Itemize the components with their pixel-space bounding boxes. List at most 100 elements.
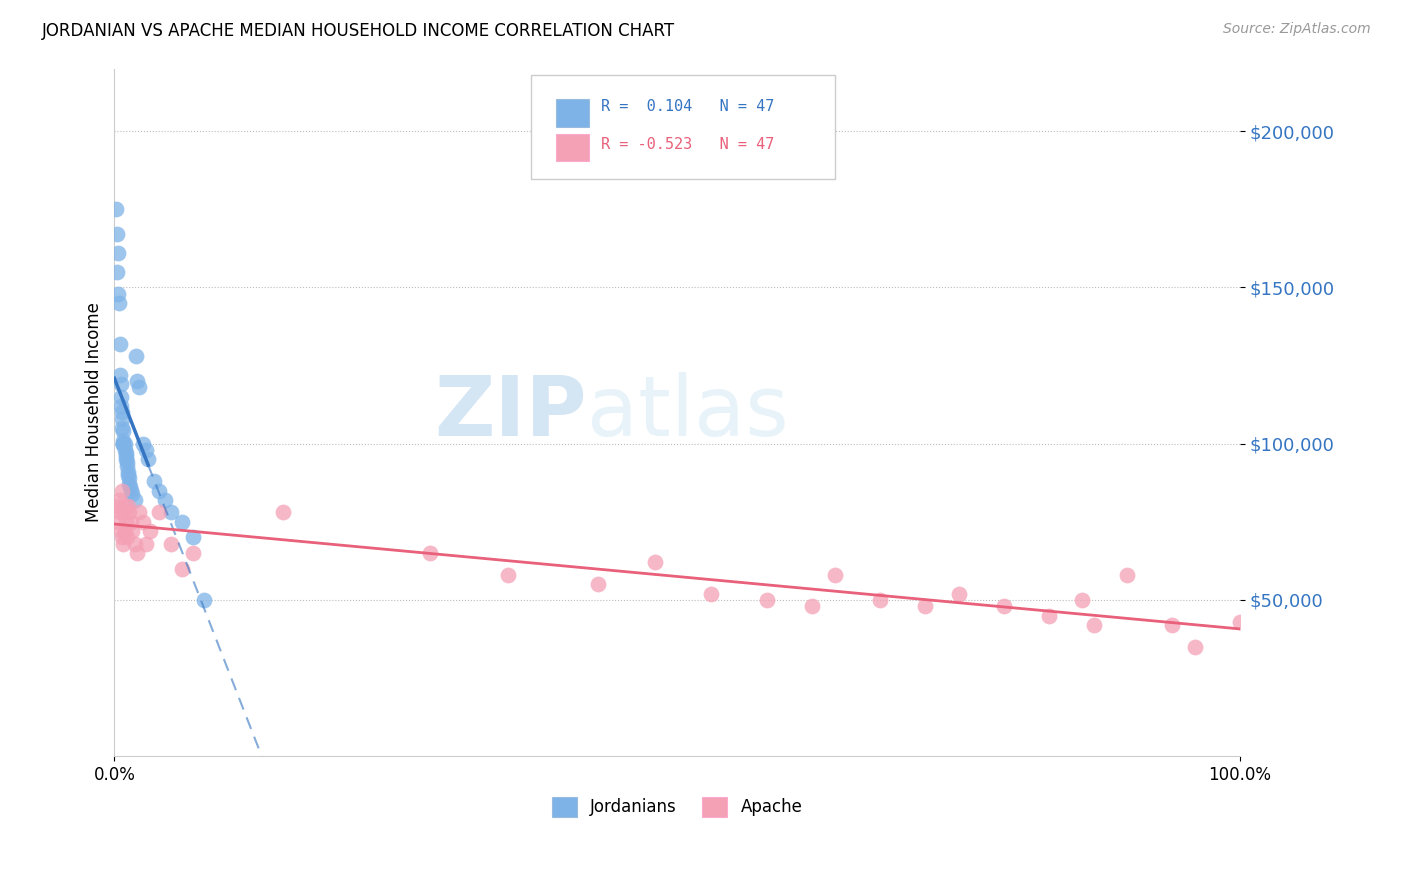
Point xyxy=(124,492,146,507)
Point xyxy=(498,568,520,582)
Point xyxy=(111,405,134,419)
Point xyxy=(112,505,135,519)
Point xyxy=(110,390,132,404)
Y-axis label: Median Household Income: Median Household Income xyxy=(86,302,103,523)
Point xyxy=(131,436,153,450)
Point xyxy=(125,349,148,363)
Point xyxy=(124,537,146,551)
FancyBboxPatch shape xyxy=(555,100,589,127)
Point xyxy=(114,524,136,538)
Point xyxy=(644,556,666,570)
Point xyxy=(107,246,129,260)
Point xyxy=(121,524,143,538)
Point xyxy=(1161,618,1184,632)
Point xyxy=(112,537,135,551)
Point xyxy=(159,505,181,519)
Point xyxy=(193,593,215,607)
Point xyxy=(121,486,143,500)
Point xyxy=(170,515,193,529)
Point xyxy=(111,411,134,425)
Point xyxy=(948,587,970,601)
Point xyxy=(110,524,132,538)
Point xyxy=(110,377,132,392)
Point xyxy=(118,477,141,491)
Point xyxy=(112,436,135,450)
Point xyxy=(114,446,136,460)
Point xyxy=(1116,568,1139,582)
Point xyxy=(142,474,165,488)
Text: JORDANIAN VS APACHE MEDIAN HOUSEHOLD INCOME CORRELATION CHART: JORDANIAN VS APACHE MEDIAN HOUSEHOLD INC… xyxy=(42,22,675,40)
Point xyxy=(117,467,139,482)
Point xyxy=(131,515,153,529)
Point xyxy=(114,436,136,450)
Point xyxy=(869,593,891,607)
Text: Source: ZipAtlas.com: Source: ZipAtlas.com xyxy=(1223,22,1371,37)
Point xyxy=(181,546,204,560)
Point xyxy=(128,380,150,394)
Point xyxy=(108,492,131,507)
Point xyxy=(135,537,157,551)
Point xyxy=(104,202,127,217)
Point xyxy=(114,452,136,467)
Point xyxy=(112,436,135,450)
Point xyxy=(114,442,136,457)
Text: atlas: atlas xyxy=(588,372,789,453)
Point xyxy=(117,499,139,513)
Point xyxy=(159,537,181,551)
Point xyxy=(105,265,128,279)
Point xyxy=(115,455,138,469)
Text: R =  0.104   N = 47: R = 0.104 N = 47 xyxy=(600,99,773,114)
Point xyxy=(153,492,176,507)
Point xyxy=(120,515,142,529)
Point xyxy=(148,505,170,519)
Point xyxy=(1071,593,1094,607)
Point xyxy=(111,483,134,498)
Point xyxy=(181,531,204,545)
Point xyxy=(993,599,1015,614)
Point xyxy=(112,434,135,448)
Text: ZIP: ZIP xyxy=(434,372,588,453)
FancyBboxPatch shape xyxy=(531,76,835,178)
Point xyxy=(756,593,779,607)
Point xyxy=(170,562,193,576)
Point xyxy=(1184,640,1206,654)
Point xyxy=(139,524,162,538)
Point xyxy=(120,483,142,498)
Point xyxy=(1229,615,1251,629)
Text: R = -0.523   N = 47: R = -0.523 N = 47 xyxy=(600,136,773,152)
Point xyxy=(120,480,142,494)
Point xyxy=(801,599,824,614)
Point xyxy=(108,336,131,351)
Point xyxy=(108,368,131,382)
Point xyxy=(128,505,150,519)
Point xyxy=(108,505,131,519)
Point xyxy=(115,458,138,473)
Point xyxy=(105,499,128,513)
Point xyxy=(1038,608,1060,623)
Point xyxy=(136,452,159,467)
Point xyxy=(105,227,128,242)
Point xyxy=(115,531,138,545)
Point xyxy=(700,587,723,601)
Point xyxy=(111,531,134,545)
Point xyxy=(1083,618,1105,632)
Point xyxy=(107,515,129,529)
Point xyxy=(914,599,936,614)
Point xyxy=(118,471,141,485)
Point xyxy=(112,436,135,450)
Point xyxy=(135,442,157,457)
Point xyxy=(117,465,139,479)
FancyBboxPatch shape xyxy=(555,134,589,161)
Point xyxy=(114,499,136,513)
Point xyxy=(112,424,135,438)
Point xyxy=(824,568,846,582)
Point xyxy=(114,449,136,463)
Point xyxy=(148,483,170,498)
Point xyxy=(107,286,129,301)
Point xyxy=(419,546,441,560)
Point xyxy=(108,296,131,310)
Point xyxy=(588,577,610,591)
Point xyxy=(114,515,136,529)
Point xyxy=(125,546,148,560)
Point xyxy=(118,505,141,519)
